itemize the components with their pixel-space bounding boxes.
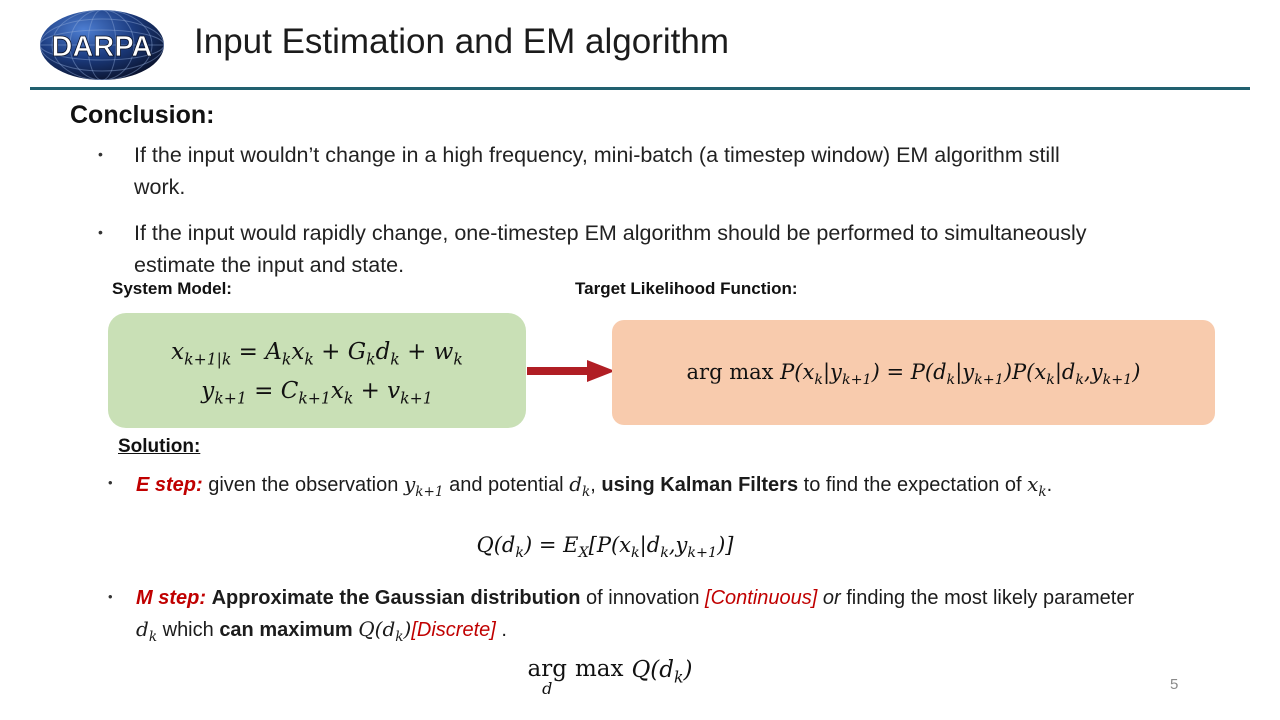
list-item: • If the input wouldn’t change in a high… bbox=[98, 139, 1113, 204]
target-likelihood-label: Target Likelihood Function: bbox=[575, 279, 798, 298]
darpa-logo: DARPA bbox=[38, 8, 166, 82]
bullet-icon: • bbox=[108, 589, 113, 604]
arrow-icon bbox=[527, 360, 615, 382]
header-divider bbox=[30, 87, 1250, 90]
m-step-item: • M step: Approximate the Gaussian distr… bbox=[108, 583, 1153, 646]
target-likelihood-box: arg max P(xk|yk+1) = P(dk|yk+1)P(xk|dk,y… bbox=[612, 320, 1215, 425]
conclusion-heading: Conclusion: bbox=[70, 101, 215, 129]
argmax-arg: arg bbox=[527, 656, 567, 682]
conclusion-bullet-2: If the input would rapidly change, one-t… bbox=[134, 220, 1087, 277]
list-item: • If the input would rapidly change, one… bbox=[98, 217, 1113, 282]
system-model-box: xk+1|k = Akxk + Gkdk + wk yk+1 = Ck+1xk … bbox=[108, 313, 526, 428]
page-number: 5 bbox=[1170, 676, 1179, 693]
target-likelihood-equation: arg max P(xk|yk+1) = P(dk|yk+1)P(xk|dk,y… bbox=[686, 360, 1141, 389]
argmax-operator-stack: arg d bbox=[528, 656, 567, 698]
conclusion-bullet-1: If the input wouldn’t change in a high f… bbox=[134, 143, 1060, 200]
solution-heading: Solution: bbox=[118, 436, 201, 457]
e-step-item: • E step: given the observation yk+1 and… bbox=[108, 469, 1108, 501]
bullet-icon: • bbox=[98, 223, 103, 240]
argmax-equation: arg d max Q(dk) bbox=[0, 656, 1220, 698]
slide-title: Input Estimation and EM algorithm bbox=[194, 22, 729, 61]
argmax-expr: Q(dk) bbox=[631, 657, 693, 687]
e-step-text: E step: given the observation yk+1 and p… bbox=[136, 472, 1053, 500]
darpa-globe-icon: DARPA bbox=[40, 10, 164, 80]
system-model-label: System Model: bbox=[112, 279, 232, 298]
system-model-equation-1: xk+1|k = Akxk + Gkdk + wk bbox=[171, 338, 463, 369]
argmax-max: max bbox=[574, 656, 624, 682]
q-function-equation: Q(dk) = EX[P(xk|dk,yk+1)] bbox=[476, 533, 734, 562]
bullet-icon: • bbox=[98, 146, 103, 162]
m-step-text: M step: Approximate the Gaussian distrib… bbox=[136, 587, 1135, 645]
argmax-subscript: d bbox=[542, 679, 553, 698]
conclusion-list: • If the input wouldn’t change in a high… bbox=[98, 139, 1113, 294]
darpa-logo-text: DARPA bbox=[52, 31, 153, 63]
system-model-equation-2: yk+1 = Ck+1xk + vk+1 bbox=[201, 377, 433, 408]
bullet-icon: • bbox=[108, 475, 113, 490]
